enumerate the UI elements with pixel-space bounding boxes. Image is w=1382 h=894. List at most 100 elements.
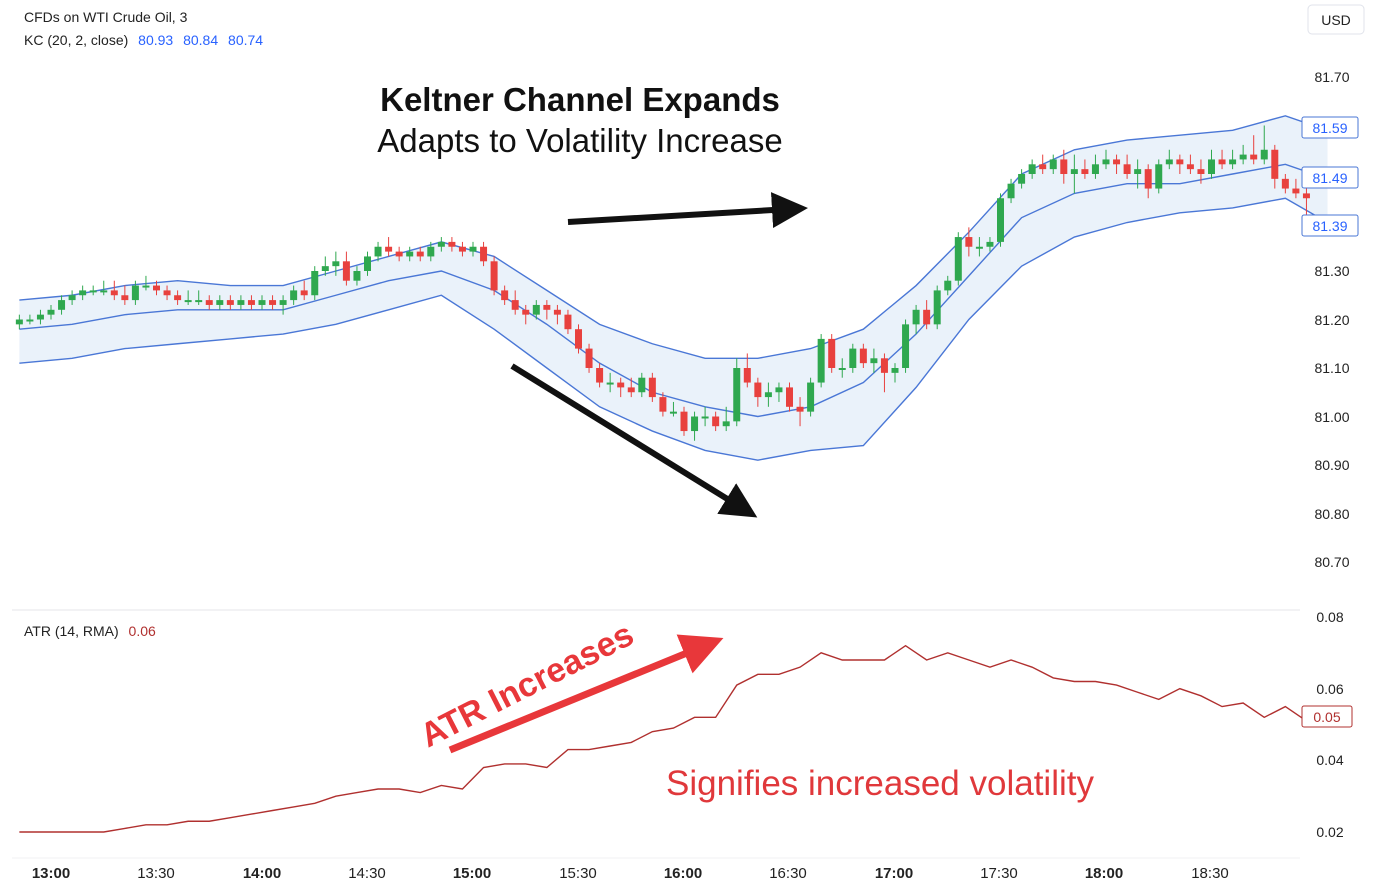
candle <box>511 290 519 315</box>
candle-body <box>1281 178 1289 189</box>
candle-body <box>406 251 414 257</box>
candle <box>1113 154 1121 174</box>
candle <box>1229 149 1237 170</box>
candle-body <box>237 300 245 305</box>
candle <box>659 392 667 417</box>
candle <box>722 406 730 432</box>
time-tick: 16:00 <box>664 865 702 882</box>
candle-body <box>891 368 899 373</box>
candle <box>1039 154 1047 174</box>
candle <box>1218 149 1226 170</box>
candle-body <box>58 300 66 310</box>
atr-tick: 0.04 <box>1316 752 1343 768</box>
price-tick: 80.90 <box>1314 457 1349 473</box>
candle-body <box>174 295 182 301</box>
candle-body <box>564 314 572 330</box>
candle <box>1292 178 1300 199</box>
kc-legend: KC (20, 2, close) 80.93 80.84 80.74 <box>24 32 263 48</box>
candle-body <box>427 246 435 257</box>
candle <box>1260 125 1268 165</box>
price-axis[interactable]: 81.70 81.30 81.20 81.10 81.00 80.90 80.8… <box>1314 69 1349 570</box>
candle-body <box>437 241 445 247</box>
candle-body <box>26 319 34 322</box>
candle <box>965 227 973 257</box>
candle <box>163 285 171 301</box>
candle <box>870 348 878 373</box>
candle <box>469 241 477 257</box>
candle-body <box>226 300 234 305</box>
candle <box>395 246 403 262</box>
candle <box>1007 178 1015 204</box>
candle <box>342 251 350 286</box>
candle-body <box>1018 174 1026 184</box>
candle <box>638 372 646 398</box>
candle <box>184 290 192 305</box>
candle-body <box>1176 159 1184 165</box>
candle <box>1123 154 1131 179</box>
candle <box>838 358 846 378</box>
candle-body <box>395 251 403 257</box>
candle <box>427 241 435 262</box>
svg-text:0.05: 0.05 <box>1313 709 1340 725</box>
kc-middle-badge: 81.49 <box>1301 166 1359 189</box>
price-tick: 81.70 <box>1314 69 1349 85</box>
svg-text:81.49: 81.49 <box>1312 170 1347 186</box>
candle-body <box>617 382 625 388</box>
candle <box>764 382 772 407</box>
atr-tick: 0.08 <box>1316 609 1343 625</box>
atr-label: ATR (14, RMA) <box>24 623 119 639</box>
candle-body <box>1208 159 1215 174</box>
candle <box>680 406 688 436</box>
candle <box>933 285 941 330</box>
candle-body <box>153 285 160 291</box>
candle <box>385 237 393 257</box>
candle-body <box>669 411 677 414</box>
candle <box>553 304 561 325</box>
atr-axis[interactable]: 0.08 0.06 0.04 0.02 <box>1316 609 1343 840</box>
candle-body <box>1070 169 1078 174</box>
currency-button[interactable] <box>1307 4 1365 35</box>
candle <box>247 295 255 310</box>
candle <box>36 309 44 325</box>
candle-body <box>1250 154 1258 160</box>
candle-body <box>511 300 519 310</box>
candle-body <box>364 256 371 271</box>
candlesticks <box>15 125 1310 441</box>
candle-body <box>290 290 298 301</box>
candle-body <box>342 261 350 281</box>
time-tick: 13:00 <box>32 865 70 882</box>
candle <box>1186 154 1194 174</box>
candle-body <box>1134 169 1142 174</box>
candle-body <box>68 295 76 301</box>
candle-body <box>575 329 582 349</box>
candle <box>458 241 466 257</box>
candle-body <box>1186 164 1194 170</box>
candle <box>89 285 97 296</box>
kc-middle-value: 80.84 <box>183 32 218 48</box>
atr-line <box>19 644 1307 833</box>
candle <box>1144 164 1152 199</box>
candle-body <box>1260 149 1268 160</box>
candle <box>68 290 76 305</box>
candle-body <box>258 300 266 305</box>
candle <box>522 304 530 325</box>
candle <box>669 401 677 417</box>
candle <box>490 256 498 296</box>
candle <box>1018 169 1026 189</box>
kc-upper-line <box>19 115 1328 359</box>
candle-body <box>184 300 192 303</box>
candle-body <box>1039 164 1047 170</box>
candle-body <box>807 382 815 412</box>
candle-body <box>532 304 540 315</box>
atr-up-arrow-icon <box>448 634 724 754</box>
atr-tick: 0.02 <box>1316 824 1343 840</box>
candle <box>1070 154 1078 194</box>
candle <box>353 266 361 286</box>
candle <box>543 300 551 320</box>
candle <box>1060 149 1068 184</box>
price-tick: 80.70 <box>1314 554 1349 570</box>
candle-body <box>786 387 793 407</box>
candle-body <box>680 411 688 432</box>
time-axis[interactable]: 13:00 13:30 14:00 14:30 15:00 15:30 16:0… <box>32 865 1229 882</box>
